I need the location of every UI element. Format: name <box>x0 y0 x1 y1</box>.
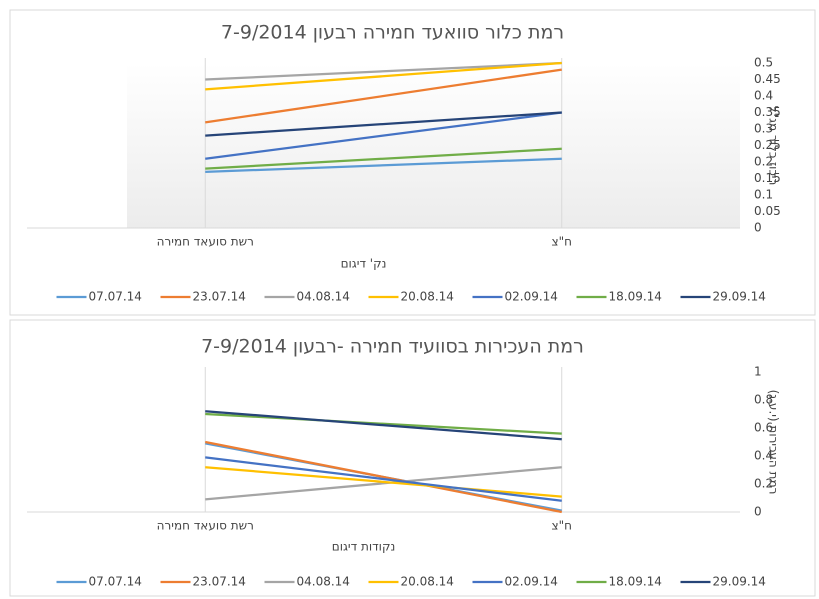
series-line <box>205 410 562 441</box>
x-tick-label: רשת סועאד חמירה <box>157 519 254 533</box>
y-tick-label: 0.6 <box>754 421 773 435</box>
y-tick-label: 0.35 <box>754 105 781 119</box>
y-tick-label: 0.3 <box>754 122 773 136</box>
chart-title: רמת כלור סוואעד חמירה רבעון 7-9/2014 <box>221 22 564 44</box>
legend-label: 20.08.14 <box>401 575 454 589</box>
series-line <box>205 61 562 81</box>
y-tick-label: 0.25 <box>754 138 781 152</box>
series-line <box>205 68 562 124</box>
y-axis-label: רמת העכירות (י.ע.נ) <box>767 390 781 495</box>
x-axis-label: נקודות דיגום <box>332 540 396 554</box>
series-line <box>205 111 562 160</box>
series-line <box>205 412 562 435</box>
y-tick-label: 0.2 <box>754 477 773 491</box>
y-tick-label: 0.15 <box>754 171 781 185</box>
y-tick-label: 0.2 <box>754 155 773 169</box>
legend-label: 29.09.14 <box>713 575 766 589</box>
y-tick-label: 1 <box>754 365 762 379</box>
chart-panel <box>9 319 816 597</box>
series-line <box>205 456 562 502</box>
y-tick-label: 0.1 <box>754 188 773 202</box>
y-tick-label: 0.4 <box>754 449 773 463</box>
legend-label: 04.08.14 <box>297 290 350 304</box>
series-line <box>205 466 562 498</box>
y-tick-label: 0.5 <box>754 56 773 70</box>
legend-label: 23.07.14 <box>193 290 246 304</box>
legend-label: 07.07.14 <box>89 290 142 304</box>
y-tick-label: 0.4 <box>754 89 773 103</box>
x-tick-label: רשת סועאד חמירה <box>157 235 254 249</box>
legend-label: 18.09.14 <box>609 575 662 589</box>
y-tick-label: 0.05 <box>754 204 781 218</box>
series-line <box>205 61 562 91</box>
chart-title: רמת העכירות בסוועיד חמירה -רבעון 7-9/201… <box>201 336 584 358</box>
y-axis-label: ריכוז כלור מג"ל <box>767 106 781 186</box>
legend-label: 02.09.14 <box>505 575 558 589</box>
legend-label: 20.08.14 <box>401 290 454 304</box>
y-tick-label: 0 <box>754 505 762 519</box>
y-tick-label: 0.45 <box>754 72 781 86</box>
x-tick-label: ח"צ <box>552 519 572 533</box>
series-line <box>205 111 562 137</box>
series-line <box>205 440 562 514</box>
legend-label: 04.08.14 <box>297 575 350 589</box>
x-axis-label: נק' דיגום <box>341 257 387 271</box>
series-line <box>205 147 562 170</box>
series-line <box>205 466 562 501</box>
y-tick-label: 0.8 <box>754 393 773 407</box>
y-tick-label: 0 <box>754 221 762 235</box>
legend-label: 29.09.14 <box>713 290 766 304</box>
legend-label: 02.09.14 <box>505 290 558 304</box>
x-tick-label: ח"צ <box>552 235 572 249</box>
plot-background <box>127 63 740 228</box>
legend-label: 07.07.14 <box>89 575 142 589</box>
legend-label: 23.07.14 <box>193 575 246 589</box>
series-line <box>205 157 562 174</box>
legend-label: 18.09.14 <box>609 290 662 304</box>
